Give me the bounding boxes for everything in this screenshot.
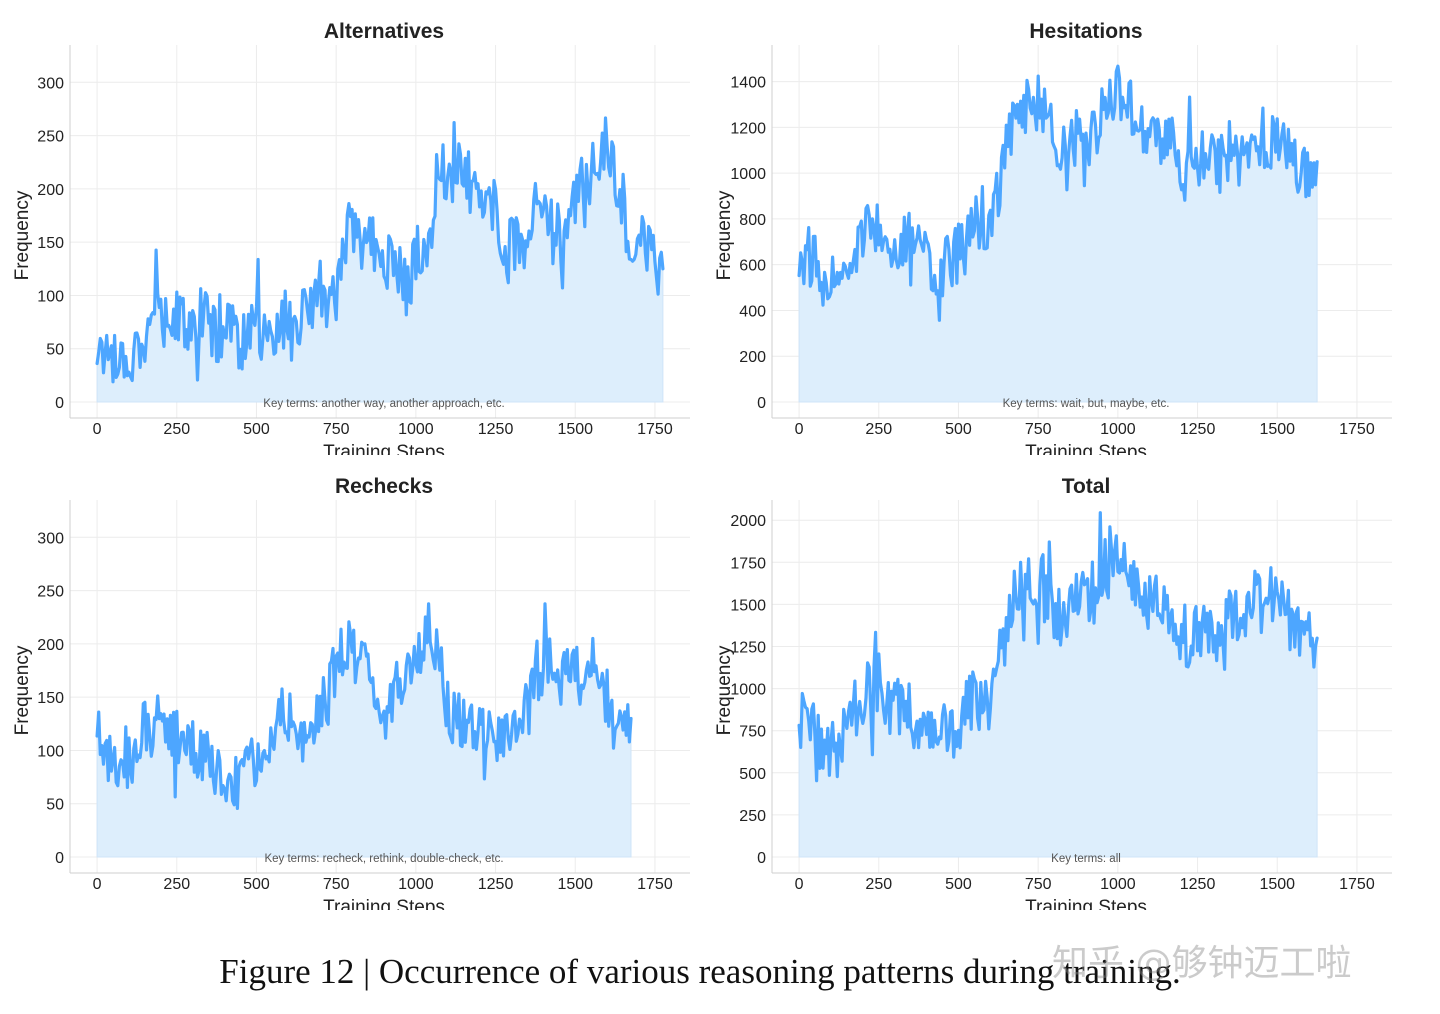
y-tick-label: 200 <box>739 349 766 366</box>
x-tick-label: 1250 <box>1180 876 1216 893</box>
x-tick-label: 1250 <box>478 421 514 438</box>
y-tick-label: 50 <box>46 342 64 359</box>
chart-svg: 0 50 100 150 200 250 300 0 250 500 750 1000 1250 1500… <box>12 20 690 455</box>
y-tick-label: 400 <box>739 303 766 320</box>
y-tick-label: 1400 <box>730 75 766 92</box>
x-tick-label: 0 <box>795 421 804 438</box>
x-tick-label: 250 <box>865 421 892 438</box>
y-tick-label: 100 <box>37 743 64 760</box>
y-axis-label: Frequency <box>714 645 735 735</box>
x-axis-label: Training Steps <box>1025 897 1147 910</box>
series-line <box>95 116 665 384</box>
y-tick-label: 200 <box>37 637 64 654</box>
y-axis-label: Frequency <box>714 190 735 280</box>
y-tick-label: 100 <box>37 288 64 305</box>
x-tick-label: 500 <box>945 421 972 438</box>
series-line <box>95 602 633 810</box>
chart-title: Alternatives <box>324 20 444 43</box>
key-terms-annotation: Key terms: all <box>1051 853 1121 865</box>
x-tick-label: 1500 <box>557 421 593 438</box>
y-tick-label: 300 <box>37 75 64 92</box>
x-axis-label: Training Steps <box>1025 442 1147 455</box>
y-tick-label: 150 <box>37 690 64 707</box>
x-tick-label: 0 <box>93 421 102 438</box>
y-tick-label: 50 <box>46 797 64 814</box>
y-tick-label: 300 <box>37 530 64 547</box>
y-tick-label: 1200 <box>730 120 766 137</box>
x-tick-label: 1500 <box>1259 421 1295 438</box>
chart-panel-hesitations: 0 200 400 600 800 1000 1200 1400 0 250 500 750 1000 1… <box>702 0 1402 455</box>
x-tick-label: 250 <box>163 421 190 438</box>
y-tick-label: 2000 <box>730 513 766 530</box>
y-axis-label: Frequency <box>12 645 33 735</box>
x-tick-label: 1250 <box>1180 421 1216 438</box>
x-tick-label: 750 <box>323 876 350 893</box>
chart-title: Hesitations <box>1029 20 1142 43</box>
figure-caption: Figure 12 | Occurrence of various reason… <box>219 952 1181 991</box>
y-tick-label: 1750 <box>730 555 766 572</box>
y-tick-label: 500 <box>739 766 766 783</box>
y-tick-label: 250 <box>37 584 64 601</box>
watermark-text: 知乎 @够钟迈工啦 <box>1052 943 1352 984</box>
chart-svg: 0 200 400 600 800 1000 1200 1400 0 250 500 750 1000 1… <box>714 20 1392 455</box>
x-tick-label: 0 <box>795 876 804 893</box>
chart-title: Total <box>1062 475 1111 498</box>
y-axis-label: Frequency <box>12 190 33 280</box>
chart-svg: 0 50 100 150 200 250 300 0 250 500 750 1000 1250 1500… <box>12 475 690 910</box>
y-tick-label: 250 <box>739 808 766 825</box>
key-terms-annotation: Key terms: recheck, rethink, double-chec… <box>264 853 503 865</box>
x-tick-label: 750 <box>323 421 350 438</box>
y-tick-label: 0 <box>55 850 64 867</box>
x-tick-label: 500 <box>945 876 972 893</box>
x-tick-label: 750 <box>1025 421 1052 438</box>
y-tick-label: 0 <box>55 395 64 412</box>
y-tick-label: 1000 <box>730 682 766 699</box>
x-tick-label: 500 <box>243 421 270 438</box>
chart-panel-alternatives: 0 50 100 150 200 250 300 0 250 500 750 1000 1250 1500… <box>0 0 700 455</box>
x-tick-label: 1750 <box>1339 421 1375 438</box>
y-tick-label: 750 <box>739 724 766 741</box>
y-tick-label: 150 <box>37 235 64 252</box>
key-terms-annotation: Key terms: another way, another approach… <box>263 398 504 410</box>
x-tick-label: 250 <box>163 876 190 893</box>
x-tick-label: 1000 <box>398 421 434 438</box>
y-tick-label: 800 <box>739 212 766 229</box>
x-tick-label: 1500 <box>1259 876 1295 893</box>
y-tick-label: 1000 <box>730 166 766 183</box>
x-tick-label: 1750 <box>637 421 673 438</box>
x-axis-label: Training Steps <box>323 442 445 455</box>
x-tick-label: 1500 <box>557 876 593 893</box>
y-tick-label: 1500 <box>730 597 766 614</box>
x-tick-label: 1000 <box>1100 421 1136 438</box>
x-tick-label: 1750 <box>1339 876 1375 893</box>
y-tick-label: 1250 <box>730 640 766 657</box>
y-tick-label: 250 <box>37 129 64 146</box>
x-tick-label: 250 <box>865 876 892 893</box>
y-tick-label: 600 <box>739 258 766 275</box>
key-terms-annotation: Key terms: wait, but, maybe, etc. <box>1003 398 1170 410</box>
series-line <box>797 511 1319 783</box>
x-tick-label: 1250 <box>478 876 514 893</box>
chart-panel-total: 0 250 500 750 1000 1250 1500 1750 2000 0 250 500 750… <box>702 455 1402 910</box>
chart-svg: 0 250 500 750 1000 1250 1500 1750 2000 0 250 500 750… <box>714 475 1392 910</box>
x-axis-label: Training Steps <box>323 897 445 910</box>
x-tick-label: 0 <box>93 876 102 893</box>
x-tick-label: 1000 <box>398 876 434 893</box>
x-tick-label: 1000 <box>1100 876 1136 893</box>
x-tick-label: 500 <box>243 876 270 893</box>
series-line <box>797 64 1319 322</box>
x-tick-label: 1750 <box>637 876 673 893</box>
y-tick-label: 200 <box>37 182 64 199</box>
x-tick-label: 750 <box>1025 876 1052 893</box>
chart-title: Rechecks <box>335 475 433 498</box>
y-tick-label: 0 <box>757 850 766 867</box>
chart-panel-rechecks: 0 50 100 150 200 250 300 0 250 500 750 1000 1250 1500… <box>0 455 700 910</box>
y-tick-label: 0 <box>757 395 766 412</box>
